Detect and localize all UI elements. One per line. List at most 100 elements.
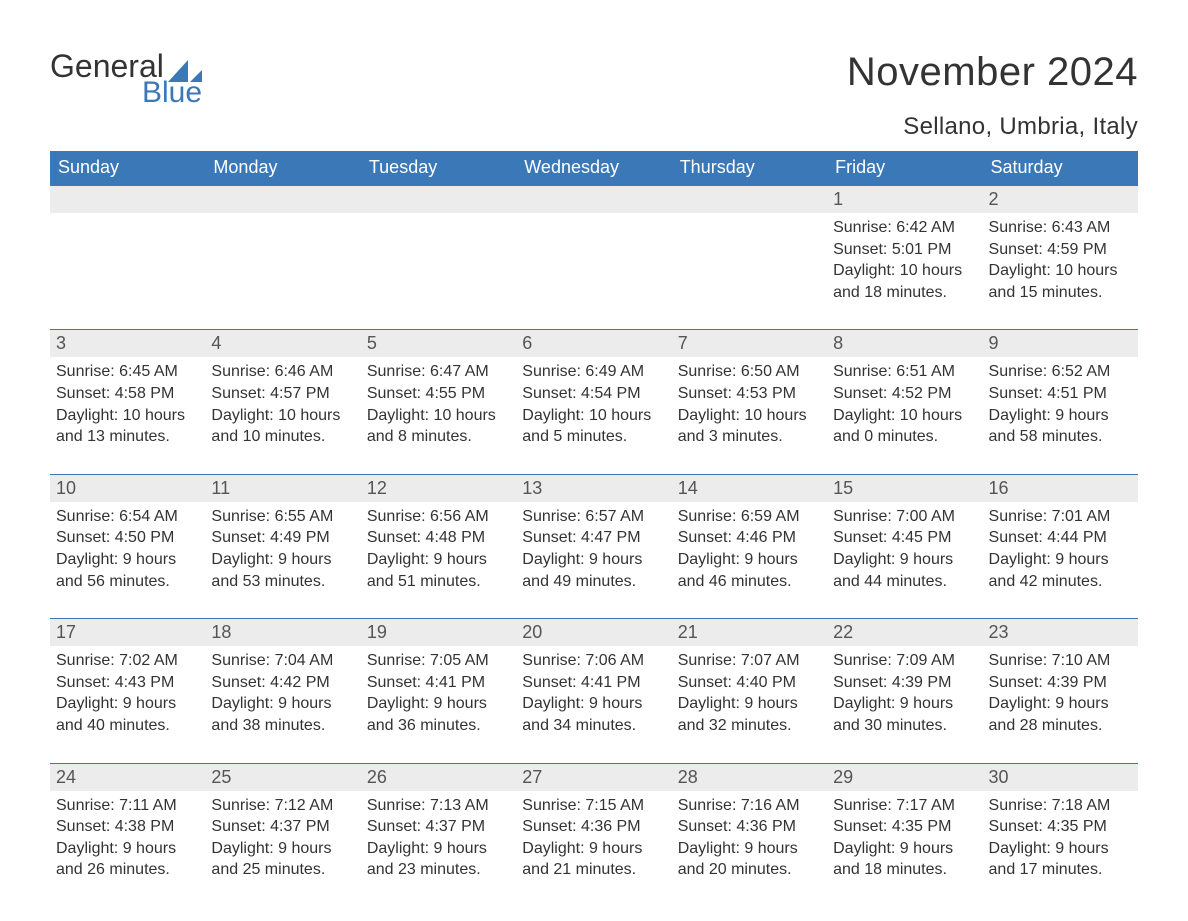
daylight-text: Daylight: 9 hours and 26 minutes. — [56, 838, 199, 881]
daylight-text: Daylight: 9 hours and 20 minutes. — [678, 838, 821, 881]
daylight-text: Daylight: 9 hours and 53 minutes. — [211, 549, 354, 592]
sunrise-text: Sunrise: 6:55 AM — [211, 506, 354, 528]
weekday-header: Wednesday — [516, 151, 671, 186]
day-number: 28 — [678, 767, 698, 787]
day-number: 22 — [833, 622, 853, 642]
calendar-day: 3Sunrise: 6:45 AMSunset: 4:58 PMDaylight… — [50, 330, 205, 447]
calendar-day: 9 Sunrise: 6:52 AMSunset: 4:51 PMDaylight… — [983, 330, 1138, 447]
day-number: 4 — [211, 333, 221, 353]
day-number-row: 15 — [827, 475, 982, 502]
sunrise-text: Sunrise: 6:46 AM — [211, 361, 354, 383]
sunset-text: Sunset: 4:53 PM — [678, 383, 821, 405]
daylight-text: Daylight: 10 hours and 0 minutes. — [833, 405, 976, 448]
location-subtitle: Sellano, Umbria, Italy — [847, 113, 1138, 141]
day-number-row: 8 — [827, 330, 982, 357]
sunrise-text: Sunrise: 7:01 AM — [989, 506, 1132, 528]
day-number — [56, 189, 61, 209]
sunset-text: Sunset: 4:42 PM — [211, 672, 354, 694]
sunrise-text: Sunrise: 6:47 AM — [367, 361, 510, 383]
sunrise-text: Sunrise: 6:49 AM — [522, 361, 665, 383]
sunrise-text: Sunrise: 6:52 AM — [989, 361, 1132, 383]
sunset-text: Sunset: 4:37 PM — [211, 816, 354, 838]
month-title: November 2024 — [847, 50, 1138, 95]
day-number-row: 21 — [672, 619, 827, 646]
day-body: Sunrise: 6:54 AMSunset: 4:50 PMDaylight:… — [50, 502, 205, 592]
day-number-row: 17 — [50, 619, 205, 646]
day-body: Sunrise: 7:13 AMSunset: 4:37 PMDaylight:… — [361, 791, 516, 881]
sunrise-text: Sunrise: 7:11 AM — [56, 795, 199, 817]
day-number-row: 22 — [827, 619, 982, 646]
day-body: Sunrise: 7:01 AMSunset: 4:44 PMDaylight:… — [983, 502, 1138, 592]
sunset-text: Sunset: 4:38 PM — [56, 816, 199, 838]
calendar-week: 24Sunrise: 7:11 AMSunset: 4:38 PMDayligh… — [50, 763, 1138, 881]
weekday-header: Tuesday — [361, 151, 516, 186]
day-number: 21 — [678, 622, 698, 642]
day-body: Sunrise: 7:00 AMSunset: 4:45 PMDaylight:… — [827, 502, 982, 592]
sunset-text: Sunset: 4:47 PM — [522, 527, 665, 549]
day-number — [678, 189, 683, 209]
sunset-text: Sunset: 4:40 PM — [678, 672, 821, 694]
calendar-day: 20Sunrise: 7:06 AMSunset: 4:41 PMDayligh… — [516, 619, 671, 736]
calendar-day — [205, 186, 360, 303]
day-number-row: 28 — [672, 764, 827, 791]
daylight-text: Daylight: 9 hours and 28 minutes. — [989, 693, 1132, 736]
page-header: General Blue November 2024 Sellano, Umbr… — [50, 50, 1138, 141]
sunset-text: Sunset: 4:39 PM — [989, 672, 1132, 694]
calendar-day: 30Sunrise: 7:18 AMSunset: 4:35 PMDayligh… — [983, 764, 1138, 881]
day-number-row: 26 — [361, 764, 516, 791]
day-number-row: 1 — [827, 186, 982, 213]
brand-logo: General Blue — [50, 50, 202, 108]
calendar-day: 16 Sunrise: 7:01 AMSunset: 4:44 PMDayligh… — [983, 475, 1138, 592]
day-number-row — [205, 186, 360, 213]
calendar-day: 18Sunrise: 7:04 AMSunset: 4:42 PMDayligh… — [205, 619, 360, 736]
sunrise-text: Sunrise: 7:02 AM — [56, 650, 199, 672]
day-number-row: 23 — [983, 619, 1138, 646]
sunrise-text: Sunrise: 7:10 AM — [989, 650, 1132, 672]
day-number-row: 7 — [672, 330, 827, 357]
day-number-row: 11 — [205, 475, 360, 502]
sunset-text: Sunset: 4:59 PM — [989, 239, 1132, 261]
daylight-text: Daylight: 9 hours and 17 minutes. — [989, 838, 1132, 881]
day-number: 9 — [989, 333, 999, 353]
sunset-text: Sunset: 4:39 PM — [833, 672, 976, 694]
sunrise-text: Sunrise: 6:59 AM — [678, 506, 821, 528]
daylight-text: Daylight: 10 hours and 5 minutes. — [522, 405, 665, 448]
sunrise-text: Sunrise: 6:54 AM — [56, 506, 199, 528]
calendar-day: 21 Sunrise: 7:07 AMSunset: 4:40 PMDayligh… — [672, 619, 827, 736]
calendar-day: 10Sunrise: 6:54 AMSunset: 4:50 PMDayligh… — [50, 475, 205, 592]
day-number-row: 20 — [516, 619, 671, 646]
calendar-day: 8Sunrise: 6:51 AMSunset: 4:52 PMDaylight… — [827, 330, 982, 447]
daylight-text: Daylight: 9 hours and 30 minutes. — [833, 693, 976, 736]
daylight-text: Daylight: 9 hours and 34 minutes. — [522, 693, 665, 736]
day-number: 17 — [56, 622, 76, 642]
sunrise-text: Sunrise: 6:50 AM — [678, 361, 821, 383]
sunset-text: Sunset: 4:36 PM — [522, 816, 665, 838]
day-body: Sunrise: 7:09 AMSunset: 4:39 PMDaylight:… — [827, 646, 982, 736]
day-number-row: 24 — [50, 764, 205, 791]
calendar-week: 10Sunrise: 6:54 AMSunset: 4:50 PMDayligh… — [50, 474, 1138, 592]
day-body: Sunrise: 6:55 AMSunset: 4:49 PMDaylight:… — [205, 502, 360, 592]
sunset-text: Sunset: 4:41 PM — [522, 672, 665, 694]
sunset-text: Sunset: 4:58 PM — [56, 383, 199, 405]
daylight-text: Daylight: 10 hours and 15 minutes. — [989, 260, 1132, 303]
weekday-header: Friday — [827, 151, 982, 186]
day-body: Sunrise: 6:56 AMSunset: 4:48 PMDaylight:… — [361, 502, 516, 592]
day-number-row: 18 — [205, 619, 360, 646]
day-number: 16 — [989, 478, 1009, 498]
weekday-header: Sunday — [50, 151, 205, 186]
daylight-text: Daylight: 9 hours and 25 minutes. — [211, 838, 354, 881]
day-body: Sunrise: 7:07 AMSunset: 4:40 PMDaylight:… — [672, 646, 827, 736]
day-number-row: 25 — [205, 764, 360, 791]
day-body: Sunrise: 6:50 AMSunset: 4:53 PMDaylight:… — [672, 357, 827, 447]
day-number: 23 — [989, 622, 1009, 642]
calendar-day: 12Sunrise: 6:56 AMSunset: 4:48 PMDayligh… — [361, 475, 516, 592]
day-body: Sunrise: 6:52 AMSunset: 4:51 PMDaylight:… — [983, 357, 1138, 447]
sunset-text: Sunset: 4:35 PM — [833, 816, 976, 838]
day-number-row — [516, 186, 671, 213]
daylight-text: Daylight: 9 hours and 23 minutes. — [367, 838, 510, 881]
day-number — [211, 189, 216, 209]
day-number-row — [361, 186, 516, 213]
calendar-week: 1Sunrise: 6:42 AMSunset: 5:01 PMDaylight… — [50, 186, 1138, 303]
daylight-text: Daylight: 9 hours and 44 minutes. — [833, 549, 976, 592]
calendar-day — [361, 186, 516, 303]
